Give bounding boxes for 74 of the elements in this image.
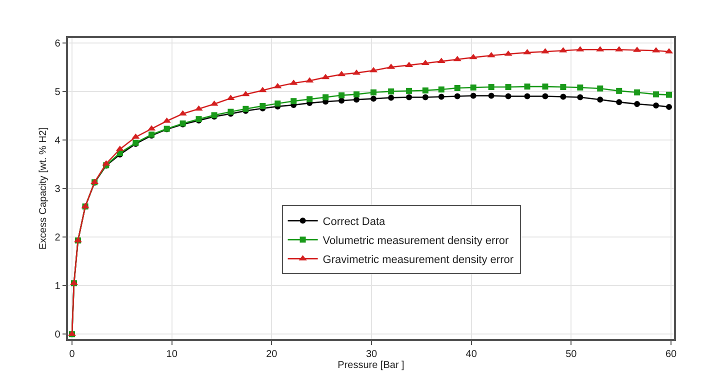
y-tick-label: 2 (54, 232, 61, 244)
point (616, 88, 622, 94)
point (488, 92, 494, 99)
point (454, 85, 460, 91)
point (505, 93, 512, 100)
point (438, 86, 444, 92)
point (406, 94, 412, 100)
point (560, 94, 566, 100)
x-tick-label: 0 (69, 348, 76, 360)
point (470, 92, 476, 99)
y-tick-label: 6 (54, 38, 61, 50)
point (338, 98, 345, 104)
point (577, 94, 584, 100)
legend-label: Gravimetric measurement density error (322, 254, 514, 266)
x-tick-label: 40 (466, 348, 478, 360)
x-axis-title: Pressure [Bar ] (338, 360, 405, 371)
point (453, 56, 462, 62)
x-tick-label: 10 (166, 348, 178, 360)
point (505, 84, 512, 90)
point (388, 94, 394, 101)
point (469, 54, 478, 60)
point (370, 96, 376, 102)
point (290, 98, 297, 104)
point (260, 102, 266, 109)
y-tick-label: 3 (54, 184, 61, 195)
point (194, 105, 203, 111)
point (306, 96, 313, 102)
point (487, 52, 496, 58)
y-tick-label: 4 (54, 135, 61, 146)
x-tick-label: 50 (566, 348, 578, 360)
x-tick-label: 20 (266, 348, 278, 360)
x-tick-label: 60 (665, 348, 677, 360)
legend-label: Correct Data (322, 216, 386, 228)
y-tick-label: 5 (54, 86, 61, 98)
point (242, 90, 250, 96)
point (597, 85, 604, 92)
point (560, 84, 566, 90)
point (653, 91, 660, 98)
point (616, 99, 622, 106)
point (542, 93, 548, 100)
point (542, 84, 548, 90)
point (524, 93, 530, 100)
point (577, 84, 584, 91)
point (354, 91, 360, 98)
point (322, 94, 329, 100)
point (370, 89, 376, 96)
point (597, 96, 604, 103)
point (666, 92, 672, 98)
point (258, 86, 267, 92)
x-tick-label: 30 (366, 348, 378, 360)
point (422, 94, 428, 100)
point (653, 102, 660, 108)
point (524, 84, 530, 90)
point (488, 84, 494, 90)
legend-label: Volumetric measurement density error (322, 234, 509, 247)
point (322, 74, 330, 80)
point (634, 89, 640, 96)
point (354, 96, 360, 103)
point (148, 125, 156, 131)
y-tick-label: 1 (54, 281, 61, 292)
y-tick-label: 0 (54, 330, 61, 341)
point (666, 104, 672, 110)
point (422, 87, 428, 94)
y-axis-title: Excess Capacity [wt. % H2] (38, 127, 50, 250)
point (338, 92, 345, 98)
point (274, 100, 281, 107)
point (437, 58, 446, 64)
point (438, 94, 444, 100)
point (406, 88, 412, 94)
point (388, 88, 394, 94)
point (454, 93, 460, 100)
point (470, 84, 476, 91)
point (338, 70, 346, 76)
point (634, 101, 640, 108)
